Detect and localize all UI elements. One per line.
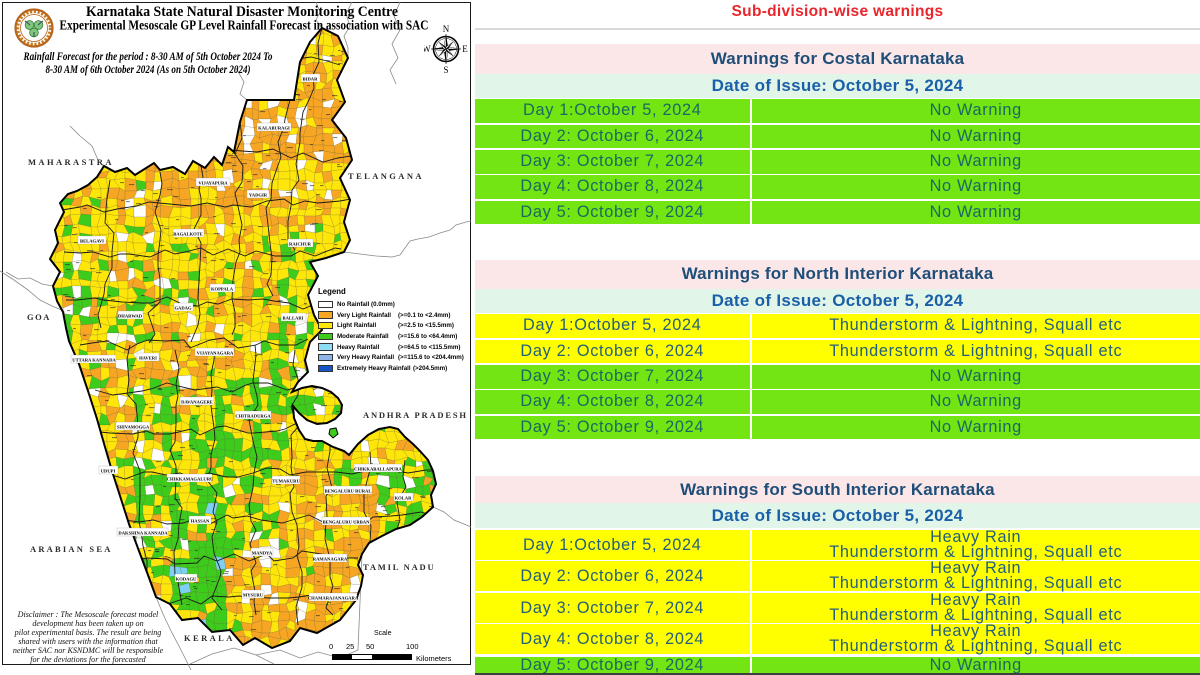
svg-text:UDUPI: UDUPI <box>101 468 116 473</box>
svg-text:MANDYA: MANDYA <box>252 550 273 555</box>
svg-text:BAGALKOTE: BAGALKOTE <box>173 231 203 236</box>
svg-text:8-30 AM of 6th October 2024 (A: 8-30 AM of 6th October 2024 (As on 5th O… <box>46 62 251 76</box>
svg-text:BELAGAVI: BELAGAVI <box>80 238 104 243</box>
svg-text:E: E <box>462 44 468 54</box>
svg-text:VIJAYANAGARA: VIJAYANAGARA <box>197 350 234 355</box>
svg-text:VIJAYAPURA: VIJAYAPURA <box>198 180 228 185</box>
svg-text:YADGIR: YADGIR <box>249 192 268 197</box>
svg-text:S: S <box>443 65 448 74</box>
svg-text:KOLAR: KOLAR <box>395 495 413 500</box>
svg-text:RAMANAGARA: RAMANAGARA <box>313 556 348 561</box>
svg-text:BALLARI: BALLARI <box>283 315 304 320</box>
svg-text:KODAGU: KODAGU <box>176 576 197 581</box>
svg-text:Experimental Mesoscale GP Leve: Experimental Mesoscale GP Level Rainfall… <box>60 18 429 33</box>
svg-text:RAICHUR: RAICHUR <box>289 241 312 246</box>
svg-text:N: N <box>443 24 450 34</box>
svg-text:MYSURU: MYSURU <box>243 592 264 597</box>
svg-text:BIDAR: BIDAR <box>303 76 318 81</box>
svg-text:DHARWAD: DHARWAD <box>118 313 143 318</box>
svg-text:BENGALURU RURAL: BENGALURU RURAL <box>325 488 372 493</box>
svg-text:CHAMARAJANAGARA: CHAMARAJANAGARA <box>308 595 359 600</box>
svg-text:KOPPALA: KOPPALA <box>211 286 234 291</box>
svg-text:GADAG: GADAG <box>174 305 192 310</box>
svg-text:CHIKKABALLAPURA: CHIKKABALLAPURA <box>354 466 402 471</box>
svg-text:BENGALURU URBAN: BENGALURU URBAN <box>323 519 371 524</box>
svg-text:UTTARA KANNADA: UTTARA KANNADA <box>72 357 116 362</box>
svg-text:HAVERI: HAVERI <box>139 355 157 360</box>
svg-text:CHITRADURGA: CHITRADURGA <box>235 413 271 418</box>
svg-text:Karnataka State Natural Disast: Karnataka State Natural Disaster Monitor… <box>86 4 399 20</box>
svg-text:SHIVAMOGGA: SHIVAMOGGA <box>117 424 150 429</box>
svg-text:W: W <box>424 44 431 54</box>
svg-text:TUMAKURU: TUMAKURU <box>272 478 300 483</box>
svg-text:KALABURAGI: KALABURAGI <box>258 125 290 130</box>
svg-text:HASSAN: HASSAN <box>191 518 210 523</box>
svg-text:DAVANAGERE: DAVANAGERE <box>181 399 213 404</box>
svg-text:CHIKKAMAGALURU: CHIKKAMAGALURU <box>167 476 214 481</box>
svg-text:Rainfall Forecast for the peri: Rainfall Forecast for the period : 8-30 … <box>23 49 273 63</box>
svg-text:DAKSHINA KANNADA: DAKSHINA KANNADA <box>118 530 168 535</box>
